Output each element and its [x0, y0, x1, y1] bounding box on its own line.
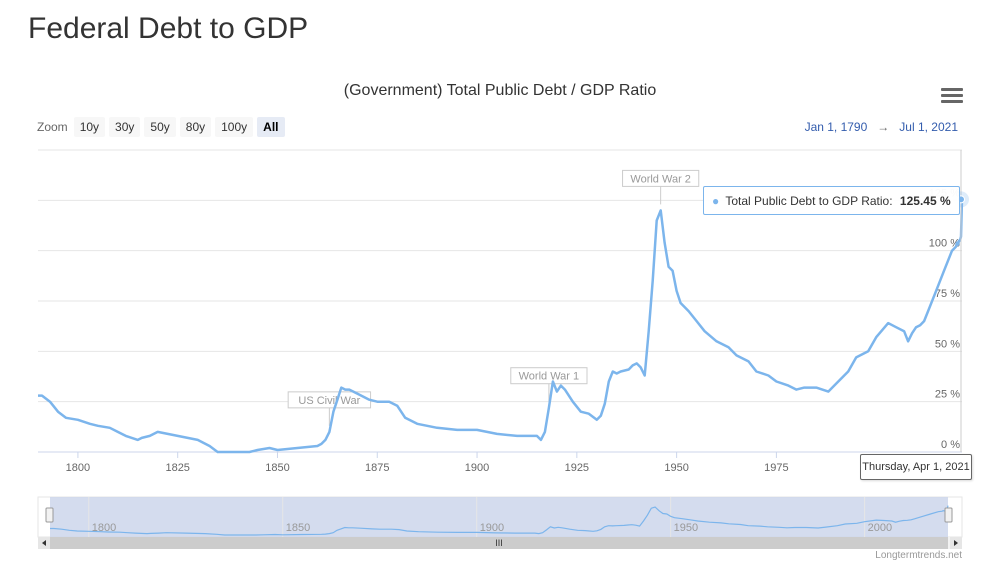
- x-tick-label: 1950: [664, 462, 688, 474]
- zoom-label: Zoom: [37, 120, 68, 134]
- tooltip-series-label: Total Public Debt to GDP Ratio:: [725, 194, 893, 208]
- navigator-label: 1950: [674, 522, 698, 534]
- scrollbar[interactable]: III: [38, 537, 962, 549]
- hamburger-menu-icon[interactable]: [941, 88, 963, 104]
- y-tick-label: 75 %: [935, 288, 960, 300]
- tooltip: ● Total Public Debt to GDP Ratio: 125.45…: [703, 186, 960, 215]
- zoom-all-button[interactable]: All: [257, 117, 285, 137]
- zoom-30y-button[interactable]: 30y: [109, 117, 141, 137]
- flag-box: [622, 169, 700, 187]
- navigator-handle-left[interactable]: [45, 507, 54, 523]
- y-tick-label: 0 %: [941, 439, 960, 451]
- navigator-label: 1800: [92, 522, 116, 534]
- y-tick-labels: 0 %25 %50 %75 %100 %125 %: [929, 187, 960, 451]
- x-tick-label: 1800: [66, 462, 90, 474]
- zoom-50y-button[interactable]: 50y: [144, 117, 176, 137]
- navigator-label: 1850: [286, 522, 310, 534]
- zoom-bar: Zoom 10y 30y 50y 80y 100y All: [37, 117, 289, 137]
- range-from-input[interactable]: Jan 1, 1790: [804, 120, 868, 134]
- x-tick-labels: 1800 1825 1850 1875 1900 1925 1950 1975: [38, 451, 962, 474]
- x-tick-label: 1825: [165, 462, 189, 474]
- x-tick-label: 1875: [365, 462, 389, 474]
- x-tick-label: 1925: [565, 462, 589, 474]
- range-to-input[interactable]: Jul 1, 2021: [899, 120, 958, 134]
- flag-label: US Civil War: [298, 395, 360, 407]
- range-arrow-icon: →: [877, 120, 890, 134]
- navigator-grid: [88, 497, 866, 537]
- left-arrow-icon: [42, 540, 46, 546]
- x-tick-label: 1850: [265, 462, 289, 474]
- x-tick-label: 1900: [465, 462, 489, 474]
- navigator-handle-right[interactable]: [944, 507, 953, 523]
- series-line: [38, 198, 964, 454]
- flag-label: World War 1: [519, 371, 580, 383]
- crosshair-date-label: Thursday, Apr 1, 2021: [860, 454, 972, 480]
- navigator[interactable]: 1800 1850 1900 1950 2000: [37, 496, 963, 538]
- navigator-labels: 1800 1850 1900 1950 2000: [92, 522, 892, 534]
- zoom-80y-button[interactable]: 80y: [179, 117, 212, 137]
- scrollbar-thumb[interactable]: [50, 537, 948, 549]
- zoom-100y-button[interactable]: 100y: [215, 117, 254, 137]
- y-tick-label: 50 %: [935, 338, 960, 350]
- flag-label: World War 2: [630, 173, 691, 185]
- y-tick-label: 25 %: [935, 389, 960, 401]
- event-flags: US Civil War World War 1 World War 2: [287, 169, 700, 426]
- zoom-10y-button[interactable]: 10y: [73, 117, 106, 137]
- right-arrow-icon: [954, 540, 958, 546]
- flag-box: [510, 367, 588, 385]
- x-tick-label: 1975: [764, 462, 788, 474]
- tooltip-value: 125.45 %: [899, 194, 951, 208]
- page-title: Federal Debt to GDP: [28, 12, 309, 45]
- credits-link[interactable]: Longtermtrends.net: [875, 550, 962, 561]
- y-tick-label: 100 %: [929, 238, 960, 250]
- navigator-line: [50, 505, 949, 536]
- chart-title: (Government) Total Public Debt / GDP Rat…: [343, 82, 657, 99]
- navigator-label: 2000: [868, 522, 892, 534]
- navigator-label: 1900: [480, 522, 504, 534]
- navigator-mask: [50, 497, 948, 537]
- scrollbar-grip: III: [495, 538, 503, 548]
- tooltip-dot-icon: ●: [712, 194, 720, 208]
- date-range-selector: Jan 1, 1790 → Jul 1, 2021: [805, 120, 958, 134]
